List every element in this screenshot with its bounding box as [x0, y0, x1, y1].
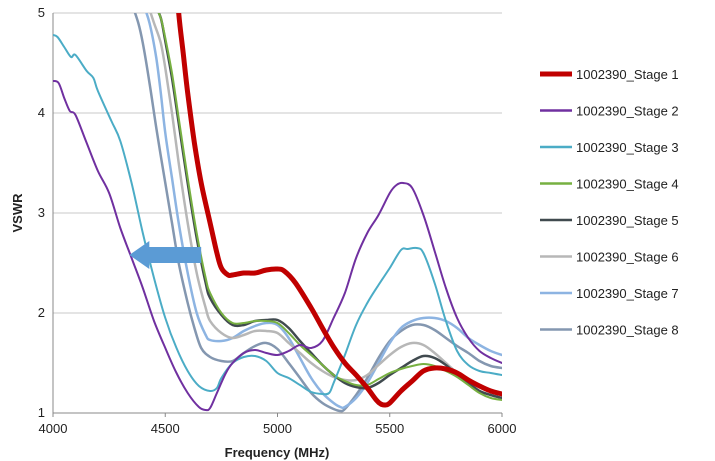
y-tick-label: 2	[38, 305, 45, 320]
legend-label: 1002390_Stage 7	[576, 286, 679, 301]
y-axis-title: VSWR	[10, 193, 25, 233]
x-axis-title: Frequency (MHz)	[225, 445, 330, 460]
series-line-stage-3	[53, 34, 502, 396]
x-tick-label: 5000	[263, 421, 292, 436]
x-tick-label: 4500	[151, 421, 180, 436]
series-lines	[53, 13, 502, 413]
series-line-stage-7	[145, 13, 502, 410]
left-arrow-icon	[129, 241, 202, 269]
legend-label: 1002390_Stage 6	[576, 250, 679, 265]
y-tick-label: 3	[38, 205, 45, 220]
legend: 1002390_Stage 1 1002390_Stage 2 1002390_St…	[540, 67, 679, 338]
legend-label: 1002390_Stage 8	[576, 323, 679, 338]
series-line-stage-8	[133, 13, 502, 413]
y-tick-label: 4	[38, 105, 45, 120]
legend-label: 1002390_Stage 3	[576, 140, 679, 155]
legend-label: 1002390_Stage 1	[576, 67, 679, 82]
series-line-stage-6	[149, 13, 502, 395]
x-tick-label: 6000	[488, 421, 517, 436]
legend-label: 1002390_Stage 2	[576, 104, 679, 119]
x-tick-label: 5500	[375, 421, 404, 436]
legend-label: 1002390_Stage 5	[576, 213, 679, 228]
series-line-stage-2	[53, 80, 502, 412]
annotation	[129, 241, 202, 269]
y-tick-label: 1	[38, 405, 45, 420]
series-line-stage-1	[176, 13, 502, 408]
axes: 1 2 3 4 5 4000 4500 5000 5500 6000	[38, 5, 517, 436]
y-tick-label: 5	[38, 5, 45, 20]
legend-label: 1002390_Stage 4	[576, 177, 679, 192]
x-tick-label: 4000	[39, 421, 68, 436]
